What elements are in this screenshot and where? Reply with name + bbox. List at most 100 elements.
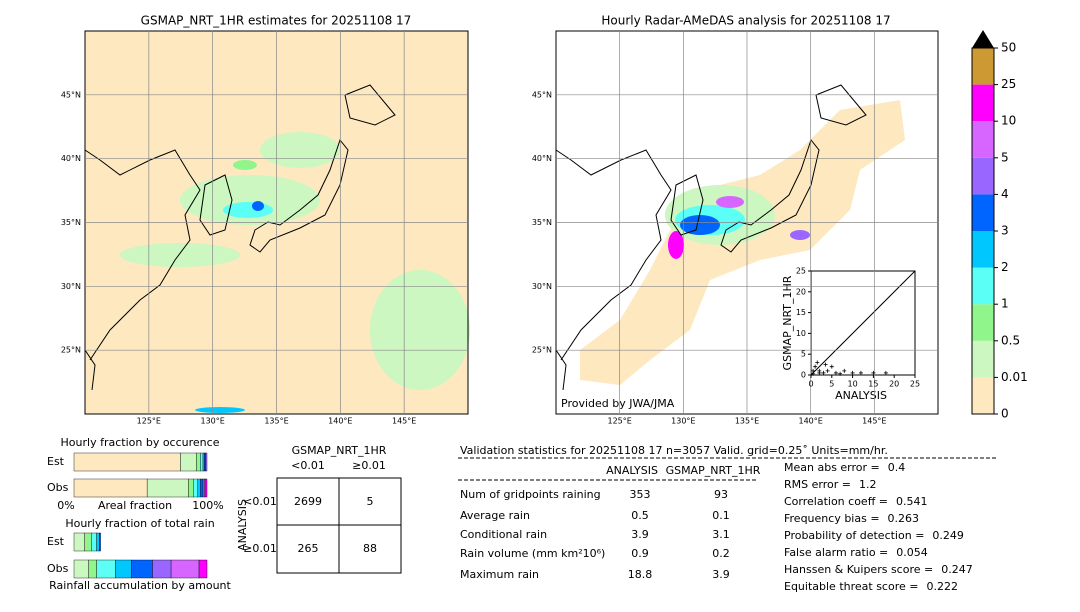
y-tick-label: 45°N [532, 90, 552, 99]
stat-value: 0.5 [631, 509, 649, 522]
y-tick-label: 35°N [61, 218, 81, 227]
colorbar-segment [972, 194, 994, 231]
score-label: RMS error = [784, 478, 851, 491]
occurrence-title: Hourly fraction by occurence [61, 436, 220, 449]
stat-label: Maximum rain [460, 568, 539, 581]
contingency-title: GSMAP_NRT_1HR [292, 444, 387, 457]
y-tick-label: 30°N [532, 282, 552, 291]
validation-title: Validation statistics for 20251108 17 n=… [460, 444, 888, 457]
scatter-ylabel: GSMAP_NRT_1HR [781, 275, 794, 370]
x-tick-label: 125°E [137, 417, 161, 426]
fraction-segment [205, 452, 208, 472]
fraction-segment [73, 532, 85, 552]
colorbar-segment [972, 267, 994, 305]
colorbar-label: 5 [1001, 150, 1009, 164]
scatter-point [858, 370, 863, 375]
score-value: 0.222 [926, 580, 958, 593]
scatter-point [815, 360, 820, 365]
fraction-segment [73, 452, 181, 472]
x-tick-label: 135°E [735, 417, 759, 426]
fraction-segment [84, 532, 92, 552]
colorbar-segment [972, 304, 994, 341]
colorbar-extend [972, 30, 994, 48]
y-tick-label: 35°N [532, 218, 552, 227]
score-label: Probability of detection = [784, 529, 924, 542]
x-tick-label: 125°E [608, 417, 632, 426]
colorbar-label: 3 [1001, 224, 1009, 238]
col-header: GSMAP_NRT_1HR [666, 464, 761, 477]
right-map-title: Hourly Radar-AMeDAS analysis for 2025110… [601, 14, 890, 28]
score-value: 1.2 [859, 478, 877, 491]
x-tick-label: 0 [808, 380, 813, 389]
score-label: Equitable threat score = [784, 580, 918, 593]
fraction-segment [200, 478, 204, 498]
right-coast [555, 84, 867, 391]
fraction-segment [197, 478, 201, 498]
x-tick-label: 130°E [671, 417, 695, 426]
fraction-segment [188, 478, 194, 498]
x-tick-label: 20 [889, 380, 899, 389]
y-tick-label: 20 [796, 287, 806, 296]
cell: 2699 [294, 495, 322, 508]
colorbar-label: 10 [1001, 114, 1016, 128]
fraction-segment [96, 559, 116, 579]
fraction-segment [152, 559, 172, 579]
scatter-point [871, 370, 876, 375]
scatter-point [821, 370, 826, 375]
scatter-point [825, 368, 830, 373]
occ-x-label: 100% [192, 499, 223, 512]
colorbar-segment [972, 340, 994, 378]
scatter-point [823, 362, 828, 367]
score-label: Hanssen & Kuipers score = [784, 563, 933, 576]
left-precip [120, 132, 470, 413]
colorbar-segment [972, 157, 994, 195]
score-value: 0.249 [932, 529, 964, 542]
credit: Provided by JWA/JMA [561, 397, 675, 410]
diagonal [810, 270, 916, 376]
col-label: ≥0.01 [352, 459, 386, 472]
colorbar-label: 0 [1001, 407, 1009, 421]
fraction-segment [205, 478, 208, 498]
score-value: 0.054 [896, 546, 928, 559]
fraction-segment [180, 452, 197, 472]
fraction-segment [193, 478, 198, 498]
stat-value: 3.9 [631, 528, 649, 541]
score-label: Frequency bias = [784, 512, 880, 525]
x-tick-label: 15 [868, 380, 878, 389]
occ-x-label: 0% [57, 499, 74, 512]
scatter-xlabel: ANALYSIS [835, 389, 887, 402]
fraction-segment [73, 478, 148, 498]
cell: 265 [298, 542, 319, 555]
colorbar-label: 0.01 [1001, 370, 1028, 384]
row-label: Est [47, 535, 65, 548]
scatter-point [850, 370, 855, 375]
score-value: 0.263 [888, 512, 920, 525]
score-label: Mean abs error = [784, 461, 880, 474]
x-tick-label: 25 [910, 380, 920, 389]
score-value: 0.247 [941, 563, 973, 576]
total-rain-title: Hourly fraction of total rain [65, 517, 214, 530]
y-tick-label: 10 [796, 329, 806, 338]
stat-value: 0.9 [631, 547, 649, 560]
colorbar-segment [972, 48, 994, 85]
x-tick-label: 145°E [392, 417, 416, 426]
scatter-point [883, 370, 888, 375]
stat-label: Num of gridpoints raining [460, 488, 601, 501]
scatter-point [833, 370, 838, 375]
fraction-segment [96, 532, 100, 552]
x-tick-label: 145°E [862, 417, 886, 426]
right-precip [580, 100, 905, 385]
stat-value: 18.8 [628, 568, 653, 581]
score-value: 0.541 [896, 495, 928, 508]
y-tick-label: 5 [801, 350, 806, 359]
row-label: Est [47, 455, 65, 468]
scatter-point [811, 371, 816, 376]
stat-value: 3.9 [712, 568, 730, 581]
y-tick-label: 0 [801, 371, 806, 380]
total-rain-xlabel: Rainfall accumulation by amount [49, 579, 231, 592]
stat-label: Average rain [460, 509, 530, 522]
fraction-segment [73, 559, 89, 579]
x-tick-label: 5 [829, 380, 834, 389]
cell: 5 [367, 495, 374, 508]
